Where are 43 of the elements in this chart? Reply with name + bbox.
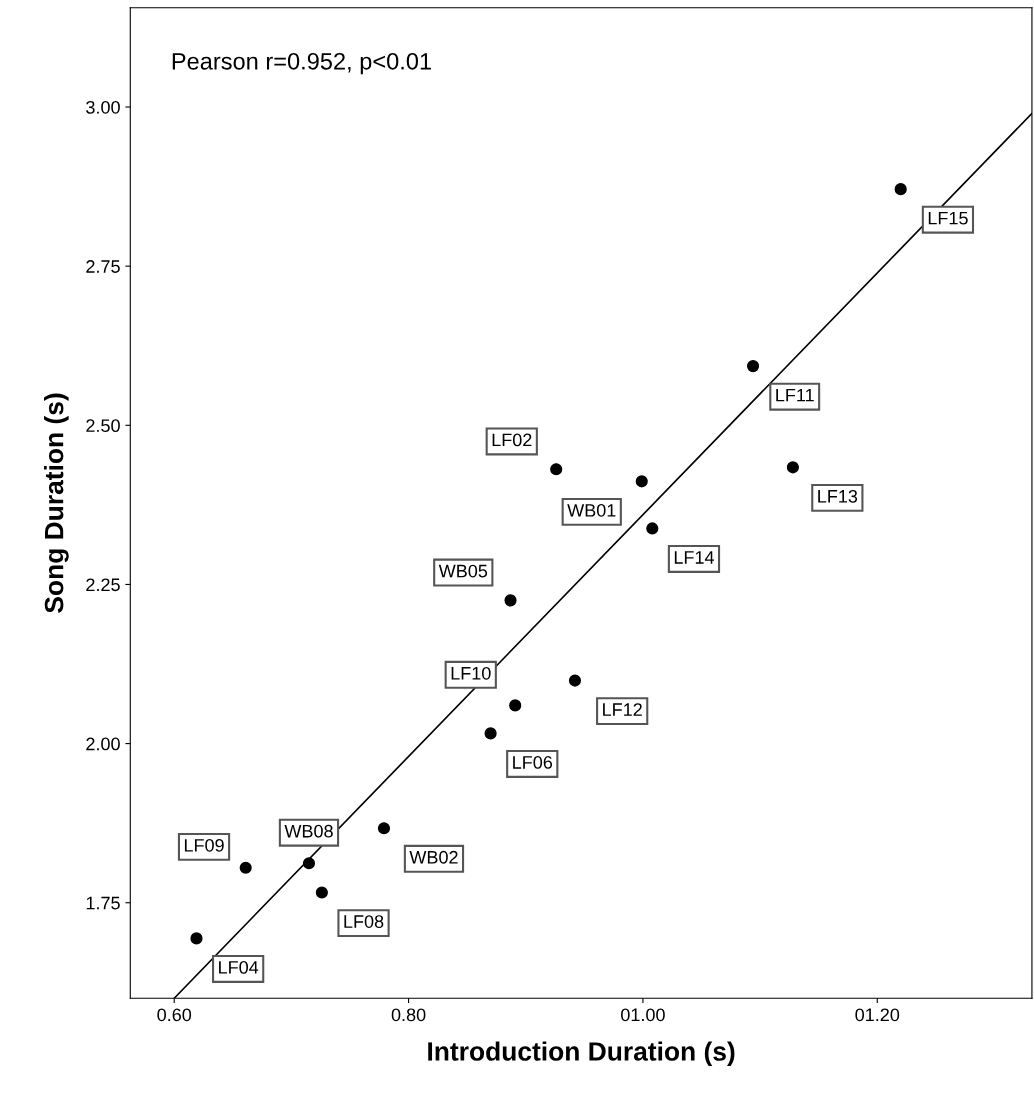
annotation: LF15 (928, 211, 968, 225)
annotation: LF10 (451, 666, 491, 680)
point (504, 594, 517, 607)
y-tick-label: 2.25 (86, 578, 120, 592)
annotation: LF02 (492, 433, 532, 447)
y-tick-label: 2.50 (86, 419, 120, 433)
annotation: WB05 (438, 564, 488, 578)
annotation: LF13 (818, 489, 858, 503)
point (302, 857, 316, 870)
y-tick-label: 2.00 (86, 737, 120, 751)
y-tick-label: 2.75 (86, 260, 120, 273)
annotation: Pearson r=0.952, p<0.01 (172, 52, 431, 75)
point (646, 522, 659, 535)
y-tick-label: 1.75 (86, 896, 120, 910)
point (894, 183, 907, 196)
annotation: LF04 (219, 960, 259, 974)
point (239, 861, 252, 874)
point (550, 463, 563, 476)
point (635, 475, 648, 488)
annotation: LF11 (776, 388, 814, 402)
point (568, 674, 582, 687)
annotation: LF12 (603, 703, 642, 716)
x-tick-label: 01.20 (855, 1008, 900, 1022)
y-axis-title: Song Duration (s) (44, 393, 69, 613)
annotation: LF08 (344, 915, 384, 928)
point (746, 360, 760, 373)
y-tick-label: 3.00 (86, 100, 120, 114)
point (509, 699, 522, 712)
point (315, 886, 328, 899)
x-axis-title: Introduction Duration (s) (428, 1041, 735, 1067)
x-tick-label: 0.80 (391, 1008, 426, 1022)
point (484, 727, 497, 740)
annotation: LF09 (184, 838, 224, 852)
annotation: LF14 (674, 551, 715, 564)
point (190, 932, 203, 945)
annotation: LF06 (513, 756, 553, 769)
annotation: WB01 (567, 503, 616, 517)
annotation: WB08 (284, 824, 333, 838)
annotation: WB02 (409, 850, 458, 864)
point (377, 822, 391, 835)
x-tick-label: 0.60 (157, 1008, 192, 1022)
point (786, 461, 799, 474)
x-tick-label: 01.00 (621, 1008, 665, 1022)
